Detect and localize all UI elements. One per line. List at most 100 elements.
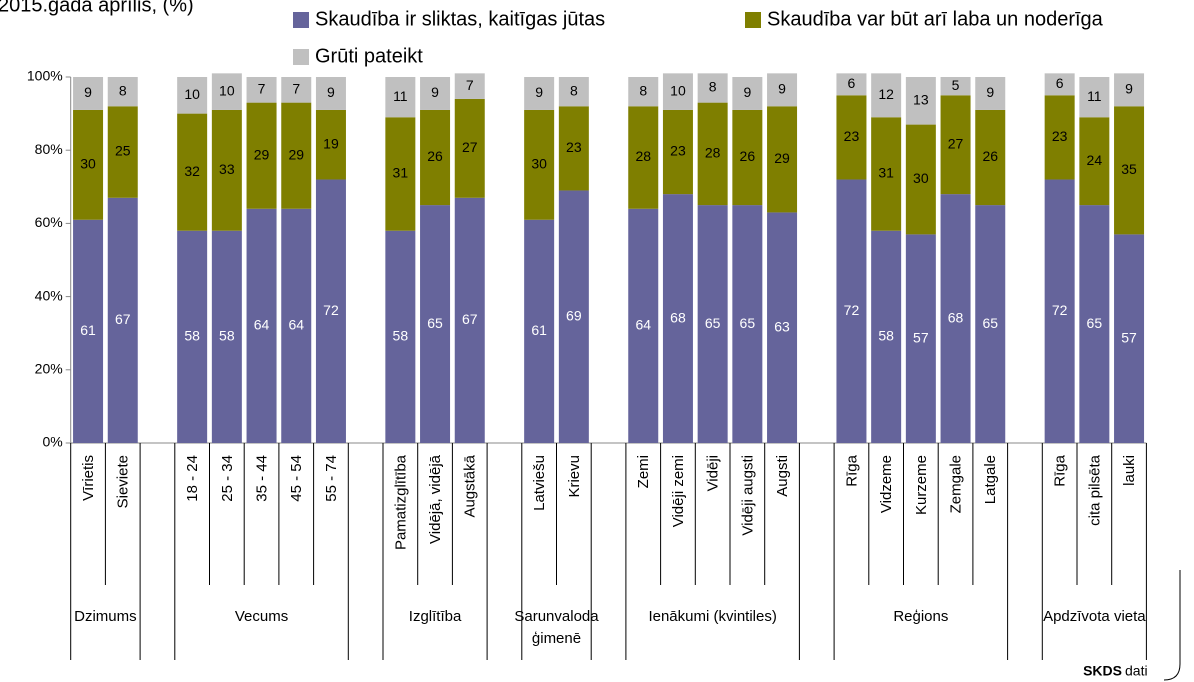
- bar-segment: [628, 106, 659, 209]
- bar-segment: [454, 73, 485, 99]
- bar-segment: [281, 102, 312, 209]
- x-tick-label: Augsti: [774, 455, 791, 497]
- bar-segment: [767, 106, 798, 213]
- x-tick-label: cita pilsēta: [1086, 454, 1103, 526]
- bar-segment: [871, 117, 902, 231]
- value-label: 65: [427, 315, 443, 331]
- value-label: 65: [705, 315, 721, 331]
- x-tick-label-group: Vidēji augsti: [739, 455, 756, 536]
- x-tick-label-group: Vīrietis: [80, 455, 97, 501]
- x-tick-label: Sieviete: [115, 455, 132, 508]
- value-label: 30: [80, 156, 96, 172]
- x-tick-label-group: Kurzeme: [913, 455, 930, 515]
- value-label: 8: [709, 79, 717, 95]
- bar-segment: [628, 208, 659, 443]
- value-label: 6: [848, 75, 856, 91]
- bar-segment: [385, 230, 416, 443]
- value-label: 29: [288, 146, 304, 162]
- value-label: 9: [986, 84, 994, 100]
- value-label: 9: [84, 84, 92, 100]
- bar-segment: [177, 77, 208, 114]
- bar-segment: [281, 77, 312, 103]
- bar-segment: [697, 102, 728, 206]
- bar-segment: [975, 205, 1006, 443]
- bar-segment: [697, 73, 728, 103]
- value-label: 64: [288, 317, 304, 333]
- value-label: 19: [323, 135, 339, 151]
- legend-swatch: [293, 49, 309, 65]
- value-label: 65: [1087, 315, 1103, 331]
- value-label: 9: [743, 84, 751, 100]
- value-label: 68: [670, 309, 686, 325]
- value-label: 64: [635, 317, 651, 333]
- bar-segment: [940, 95, 971, 195]
- value-label: 8: [570, 82, 578, 98]
- y-tick-label: 100%: [27, 68, 63, 84]
- value-label: 29: [774, 150, 790, 166]
- x-tick-label: 25 - 34: [219, 455, 236, 502]
- value-label: 13: [913, 91, 929, 107]
- group-label: Vecums: [234, 608, 289, 625]
- bar-segment: [524, 109, 555, 220]
- x-tick-label-group: Zemgale: [948, 455, 965, 513]
- x-tick-label-group: Rīga: [1052, 454, 1069, 486]
- x-tick-label: Rīga: [843, 454, 860, 486]
- bar-segment: [1044, 73, 1075, 96]
- y-tick-label: 60%: [35, 214, 63, 230]
- value-label: 23: [1052, 128, 1068, 144]
- group-label: Apdzīvota vieta: [1043, 608, 1146, 625]
- legend-swatch: [745, 12, 761, 28]
- bar-segment: [558, 106, 589, 191]
- bar-segment: [454, 98, 485, 198]
- bar-segment: [940, 77, 971, 96]
- x-tick-label-group: Vidēji zemi: [670, 455, 687, 527]
- bar-segment: [558, 190, 589, 443]
- value-label: 32: [184, 163, 200, 179]
- x-tick-label: 18 - 24: [184, 455, 201, 502]
- x-tick-label: Zemgale: [948, 455, 965, 513]
- bar-segment: [836, 73, 867, 96]
- value-label: 9: [327, 84, 335, 100]
- bar-segment: [905, 234, 936, 443]
- bar-segment: [1044, 95, 1075, 180]
- bar-segment: [177, 113, 208, 231]
- value-label: 28: [705, 145, 721, 161]
- value-label: 58: [878, 328, 894, 344]
- value-label: 23: [844, 128, 860, 144]
- bar-segment: [871, 230, 902, 443]
- value-label: 9: [535, 84, 543, 100]
- legend-label: Grūti pateikt: [315, 45, 423, 67]
- bar-segment: [524, 77, 555, 110]
- value-label: 61: [80, 322, 96, 338]
- value-label: 72: [1052, 302, 1068, 318]
- bar-segment: [454, 197, 485, 443]
- bar-segment: [211, 109, 242, 231]
- value-label: 27: [948, 135, 964, 151]
- bar-segment: [177, 230, 208, 443]
- y-tick-label: 80%: [35, 141, 63, 157]
- x-tick-label-group: Latviešu: [531, 455, 548, 511]
- x-tick-label: Vīrietis: [80, 455, 97, 501]
- bar-segment: [420, 109, 451, 206]
- bar-segment: [697, 205, 728, 443]
- value-label: 10: [670, 82, 686, 98]
- bar-segment: [836, 95, 867, 180]
- bar-segment: [246, 102, 277, 209]
- x-tick-label: lauki: [1121, 455, 1138, 486]
- value-label: 23: [566, 139, 582, 155]
- frame-corner: [1163, 570, 1181, 681]
- group-label: Reģions: [893, 608, 949, 625]
- bar-segment: [975, 109, 1006, 206]
- value-label: 31: [878, 165, 894, 181]
- x-tick-label-group: Latgale: [982, 455, 999, 504]
- bar-segment: [940, 194, 971, 443]
- group-label: Ienākumi (kvintiles): [648, 608, 777, 625]
- value-label: 33: [219, 161, 235, 177]
- bar-segment: [524, 219, 555, 443]
- x-tick-label-group: 18 - 24: [184, 455, 201, 502]
- legend-label: Skaudība ir sliktas, kaitīgas jūtas: [315, 8, 605, 30]
- x-tick-label: Vidēji augsti: [739, 455, 756, 536]
- x-tick-label: Latgale: [982, 455, 999, 504]
